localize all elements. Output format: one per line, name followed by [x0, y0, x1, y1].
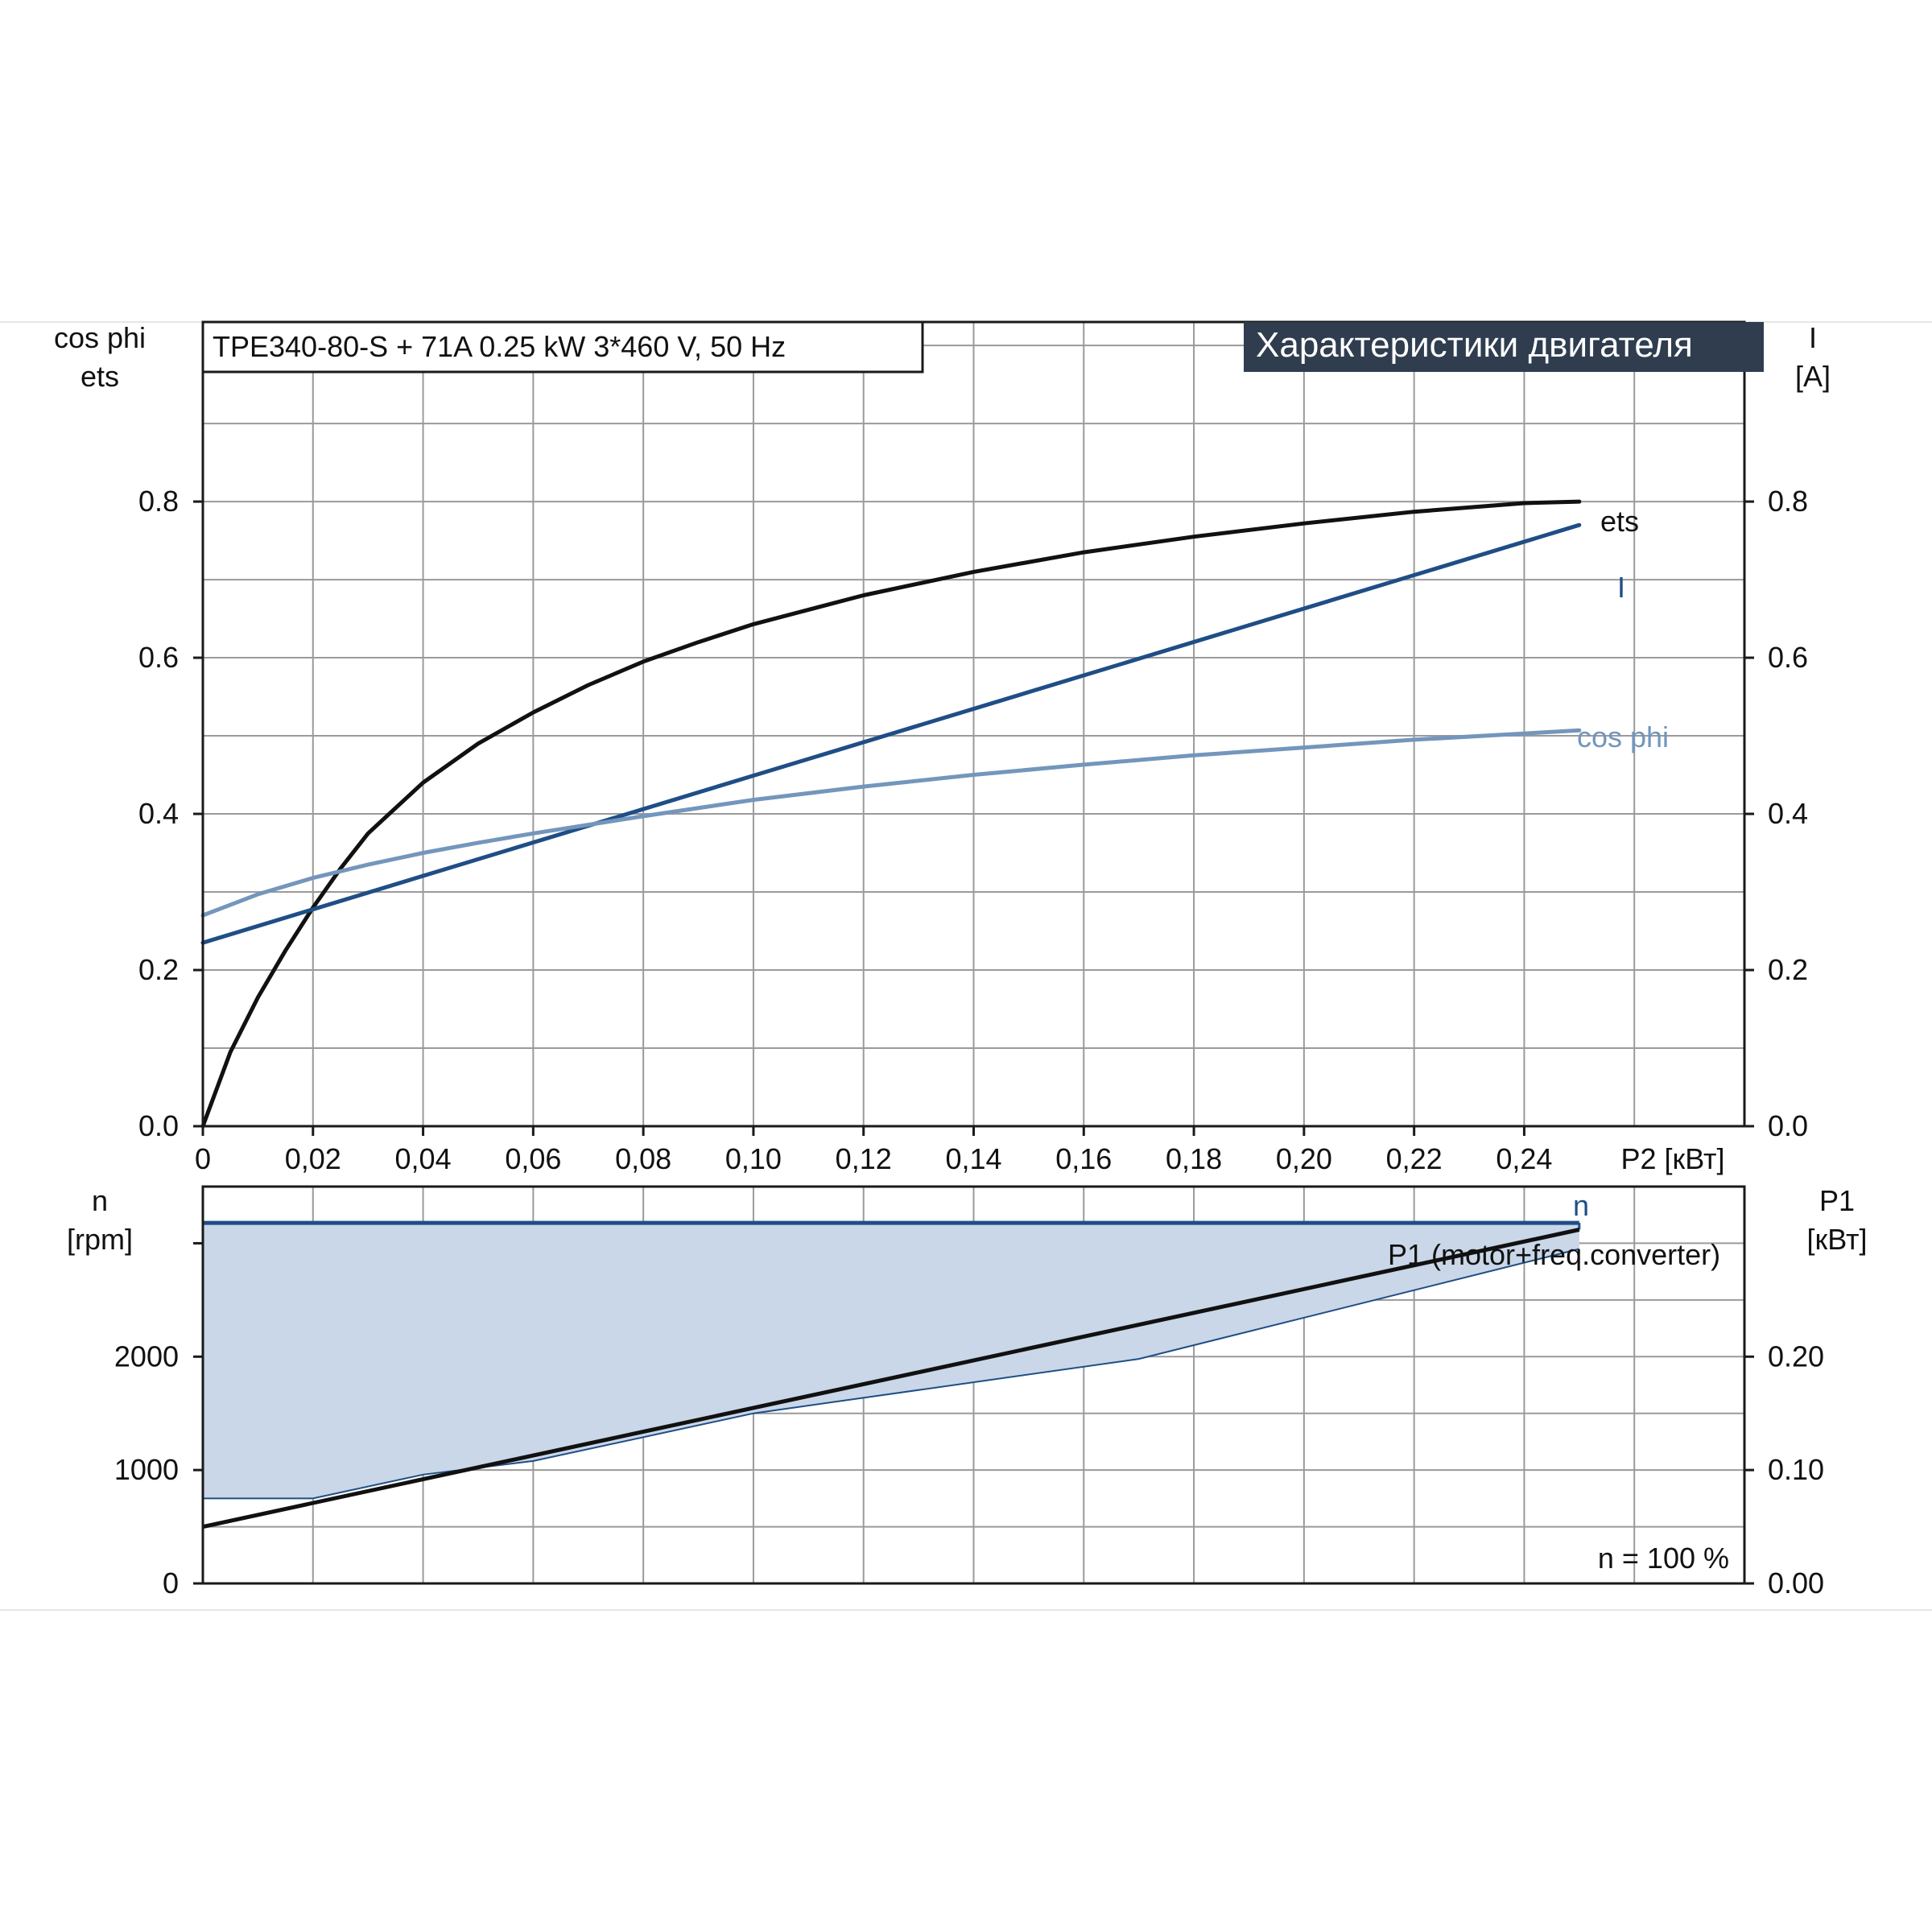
- top-right-axis-label-2: [A]: [1795, 360, 1831, 393]
- bottom-right-axis-label-1: P1: [1819, 1184, 1855, 1217]
- bottom-left-tick-label: 1000: [114, 1453, 179, 1486]
- bottom-plot-frame: [201, 1185, 1746, 1585]
- top-chart-grid: [203, 322, 1744, 1126]
- bottom-left-tick-label: 0: [163, 1567, 179, 1600]
- x-tick-label: 0,06: [505, 1142, 561, 1175]
- x-tick-label: 0,24: [1496, 1142, 1552, 1175]
- series-line-p1: [202, 1228, 1580, 1530]
- bottom-left-tick-label: 2000: [114, 1340, 179, 1373]
- top-left-axis-label-2: ets: [80, 360, 119, 393]
- x-axis-label: P2 [кВт]: [1620, 1142, 1724, 1175]
- series-line-i: [200, 522, 1582, 945]
- x-tick-label: 0,04: [395, 1142, 452, 1175]
- top-left-tick-label: 0.6: [138, 641, 179, 674]
- x-tick-label: 0,16: [1055, 1142, 1112, 1175]
- top-plot-frame: [201, 320, 1746, 1128]
- top-chart-series: [200, 499, 1582, 1129]
- x-tick-label: 0,02: [285, 1142, 341, 1175]
- top-right-tick-label: 0.6: [1768, 641, 1808, 674]
- top-right-tick-label: 0.0: [1768, 1109, 1808, 1142]
- top-left-axis-label-1: cos phi: [54, 321, 146, 354]
- series-line-cos-phi: [200, 728, 1582, 918]
- bottom-right-tick-label: 0.00: [1768, 1567, 1824, 1600]
- bottom-right-axis-label-2: [кВт]: [1806, 1223, 1867, 1256]
- top-left-tick-label: 0.4: [138, 797, 179, 830]
- bottom-chart-series: [202, 1220, 1581, 1530]
- top-right-tick-label: 0.8: [1768, 485, 1808, 518]
- x-tick-label: 0,18: [1166, 1142, 1222, 1175]
- bottom-right-tick-label: 0.10: [1768, 1453, 1824, 1486]
- top-right-tick-label: 0.4: [1768, 797, 1808, 830]
- top-left-tick-label: 0.8: [138, 485, 179, 518]
- top-right-axis-label-1: I: [1809, 321, 1817, 354]
- x-tick-label: 0,22: [1386, 1142, 1443, 1175]
- series-label-cos-phi: cos phi: [1577, 720, 1669, 753]
- bottom-chart-fill: [203, 1223, 1579, 1499]
- section-title: Характеристики двигателя: [1256, 325, 1693, 365]
- series-line-ets: [200, 499, 1582, 1129]
- top-left-tick-label: 0.2: [138, 953, 179, 986]
- x-tick-label: 0,10: [725, 1142, 782, 1175]
- bottom-left-axis-label-2: [rpm]: [67, 1223, 133, 1256]
- bottom-right-tick-label: 0.20: [1768, 1340, 1824, 1373]
- x-tick-label: 0,12: [836, 1142, 892, 1175]
- axis-ticks: 0 0,02 0,04 0,06 0,08 0,10 0,12 0,14 0,16 0,18 0,2…: [114, 485, 1824, 1600]
- section-title-box: [1244, 322, 1764, 372]
- operating-range-fill: [203, 1223, 1579, 1499]
- series-line-n-lower: [203, 1248, 1580, 1500]
- product-label: TPE340-80-S + 71A 0.25 kW 3*460 V, 50 Hz: [213, 330, 786, 363]
- top-right-tick-label: 0.2: [1768, 953, 1808, 986]
- bottom-left-axis-label-1: n: [92, 1184, 108, 1217]
- series-label-I: I: [1617, 571, 1625, 604]
- product-label-box: [201, 320, 924, 374]
- series-label-n: n: [1573, 1189, 1589, 1222]
- speed-annotation: n = 100 %: [1598, 1542, 1729, 1575]
- series-label-P1: P1 (motor+freq.converter): [1388, 1238, 1720, 1271]
- x-tick-label: 0,20: [1276, 1142, 1332, 1175]
- x-tick-label: 0: [195, 1142, 211, 1175]
- x-tick-label: 0,14: [945, 1142, 1001, 1175]
- series-label-ets: ets: [1600, 505, 1639, 538]
- x-tick-label: 0,08: [615, 1142, 671, 1175]
- top-left-tick-label: 0.0: [138, 1109, 179, 1142]
